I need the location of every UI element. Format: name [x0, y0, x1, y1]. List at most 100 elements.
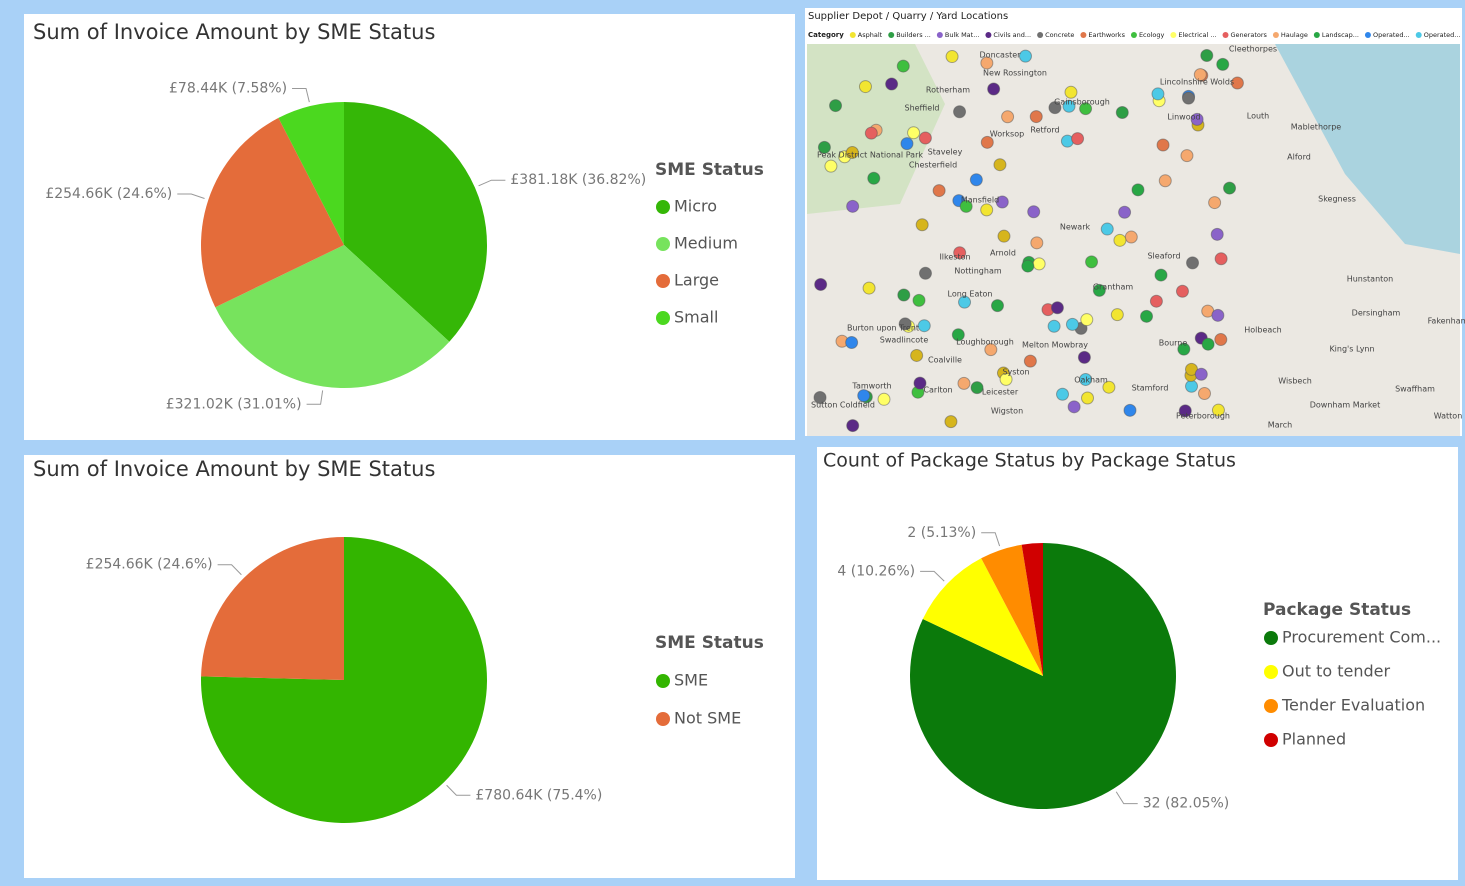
legend-label: Bulk Mat... — [945, 31, 980, 39]
map-marker — [1114, 234, 1126, 246]
legend-marker — [1264, 631, 1278, 645]
map-marker — [1157, 139, 1169, 151]
map-marker — [1072, 133, 1084, 145]
map-marker — [1181, 150, 1193, 162]
legend-marker — [1314, 32, 1320, 38]
legend-label: Generators — [1231, 31, 1268, 39]
place-label: Lincolnshire Wolds — [1160, 78, 1234, 87]
map-marker — [1187, 257, 1199, 269]
place-label: Linwood — [1167, 113, 1200, 122]
map-marker — [1022, 260, 1034, 272]
map-marker — [1125, 231, 1137, 243]
map-marker — [911, 349, 923, 361]
place-label: Mansfield — [961, 196, 999, 205]
legend-marker — [1037, 32, 1043, 38]
map-marker — [1081, 314, 1093, 326]
place-label: Long Eaton — [948, 290, 993, 299]
legend-label: Large — [674, 271, 719, 290]
data-label: £381.18K (36.82%) — [510, 172, 646, 188]
map-marker — [946, 51, 958, 63]
place-label: Arnold — [990, 249, 1016, 258]
place-label: King's Lynn — [1329, 345, 1374, 354]
legend-marker — [656, 237, 670, 251]
legend-marker — [656, 712, 670, 726]
map-marker — [970, 174, 982, 186]
map-marker — [1224, 182, 1236, 194]
place-label: Wisbech — [1278, 377, 1312, 386]
map-marker — [1057, 388, 1069, 400]
place-label: Chesterfield — [909, 161, 957, 170]
map-marker — [1002, 111, 1014, 123]
legend-label: Landscap... — [1322, 31, 1359, 39]
map-marker — [830, 100, 842, 112]
map-marker — [1031, 237, 1043, 249]
map-marker — [1152, 88, 1164, 100]
map-marker — [954, 106, 966, 118]
map-marker — [918, 320, 930, 332]
place-label: Sheffield — [904, 104, 939, 113]
legend-marker — [1131, 32, 1137, 38]
legend-marker — [1080, 32, 1086, 38]
place-label: Sleaford — [1147, 252, 1180, 261]
chart-title: Count of Package Status by Package Statu… — [823, 450, 1236, 472]
legend-label: Ecology — [1139, 31, 1165, 39]
legend-marker — [1264, 699, 1278, 713]
place-label: Mablethorpe — [1291, 123, 1341, 132]
map-marker — [1217, 58, 1229, 70]
place-label: Carlton — [923, 386, 952, 395]
map-marker — [1024, 355, 1036, 367]
map-marker — [898, 289, 910, 301]
legend-label: Tender Evaluation — [1281, 696, 1425, 715]
map-marker — [1150, 295, 1162, 307]
map-marker — [865, 127, 877, 139]
map-marker — [1209, 197, 1221, 209]
place-label: Swadlincote — [880, 336, 929, 345]
map-marker — [1195, 368, 1207, 380]
legend-title: SME Status — [655, 160, 764, 180]
legend-marker — [888, 32, 894, 38]
map-marker — [1211, 228, 1223, 240]
page: Sum of Invoice Amount by SME Status £381.… — [0, 0, 1465, 886]
map-marker — [958, 377, 970, 389]
map-marker — [897, 60, 909, 72]
map-marker — [1033, 258, 1045, 270]
place-label: Stamford — [1132, 384, 1169, 393]
place-label: Syston — [1002, 368, 1029, 377]
map-marker — [988, 83, 1000, 95]
legend-marker — [1264, 665, 1278, 679]
map-marker — [846, 337, 858, 349]
map-marker — [1201, 49, 1213, 61]
legend-marker — [1273, 32, 1279, 38]
place-label: Grantham — [1093, 283, 1134, 292]
map-marker — [901, 138, 913, 150]
legend-marker — [1365, 32, 1371, 38]
legend-label: Planned — [1282, 730, 1346, 749]
data-label: £254.66K (24.6%) — [86, 557, 213, 573]
map-marker — [1141, 310, 1153, 322]
legend-marker — [1264, 733, 1278, 747]
map-marker — [1176, 285, 1188, 297]
map-marker — [994, 159, 1006, 171]
map-marker — [1065, 86, 1077, 98]
place-label: Louth — [1247, 112, 1270, 121]
map-marker — [1155, 269, 1167, 281]
legend-title: Package Status — [1263, 600, 1411, 620]
place-label: Hunstanton — [1347, 275, 1394, 284]
legend-marker — [985, 32, 991, 38]
map-marker — [878, 393, 890, 405]
map-marker — [1030, 111, 1042, 123]
place-label: Peak District National Park — [817, 151, 923, 160]
map-marker — [1132, 184, 1144, 196]
place-label: Holbeach — [1244, 326, 1282, 335]
legend-label: Earthworks — [1088, 31, 1125, 39]
legend-label: Civils and... — [993, 31, 1031, 39]
map-marker — [1068, 401, 1080, 413]
map-marker — [847, 200, 859, 212]
legend-label: Concrete — [1045, 31, 1074, 39]
map-marker — [1048, 320, 1060, 332]
place-label: Watton — [1434, 412, 1463, 421]
legend-label: Haulage — [1281, 31, 1308, 39]
map-marker — [919, 132, 931, 144]
place-label: Bourne — [1159, 339, 1188, 348]
chart-title: Sum of Invoice Amount by SME Status — [33, 457, 435, 481]
